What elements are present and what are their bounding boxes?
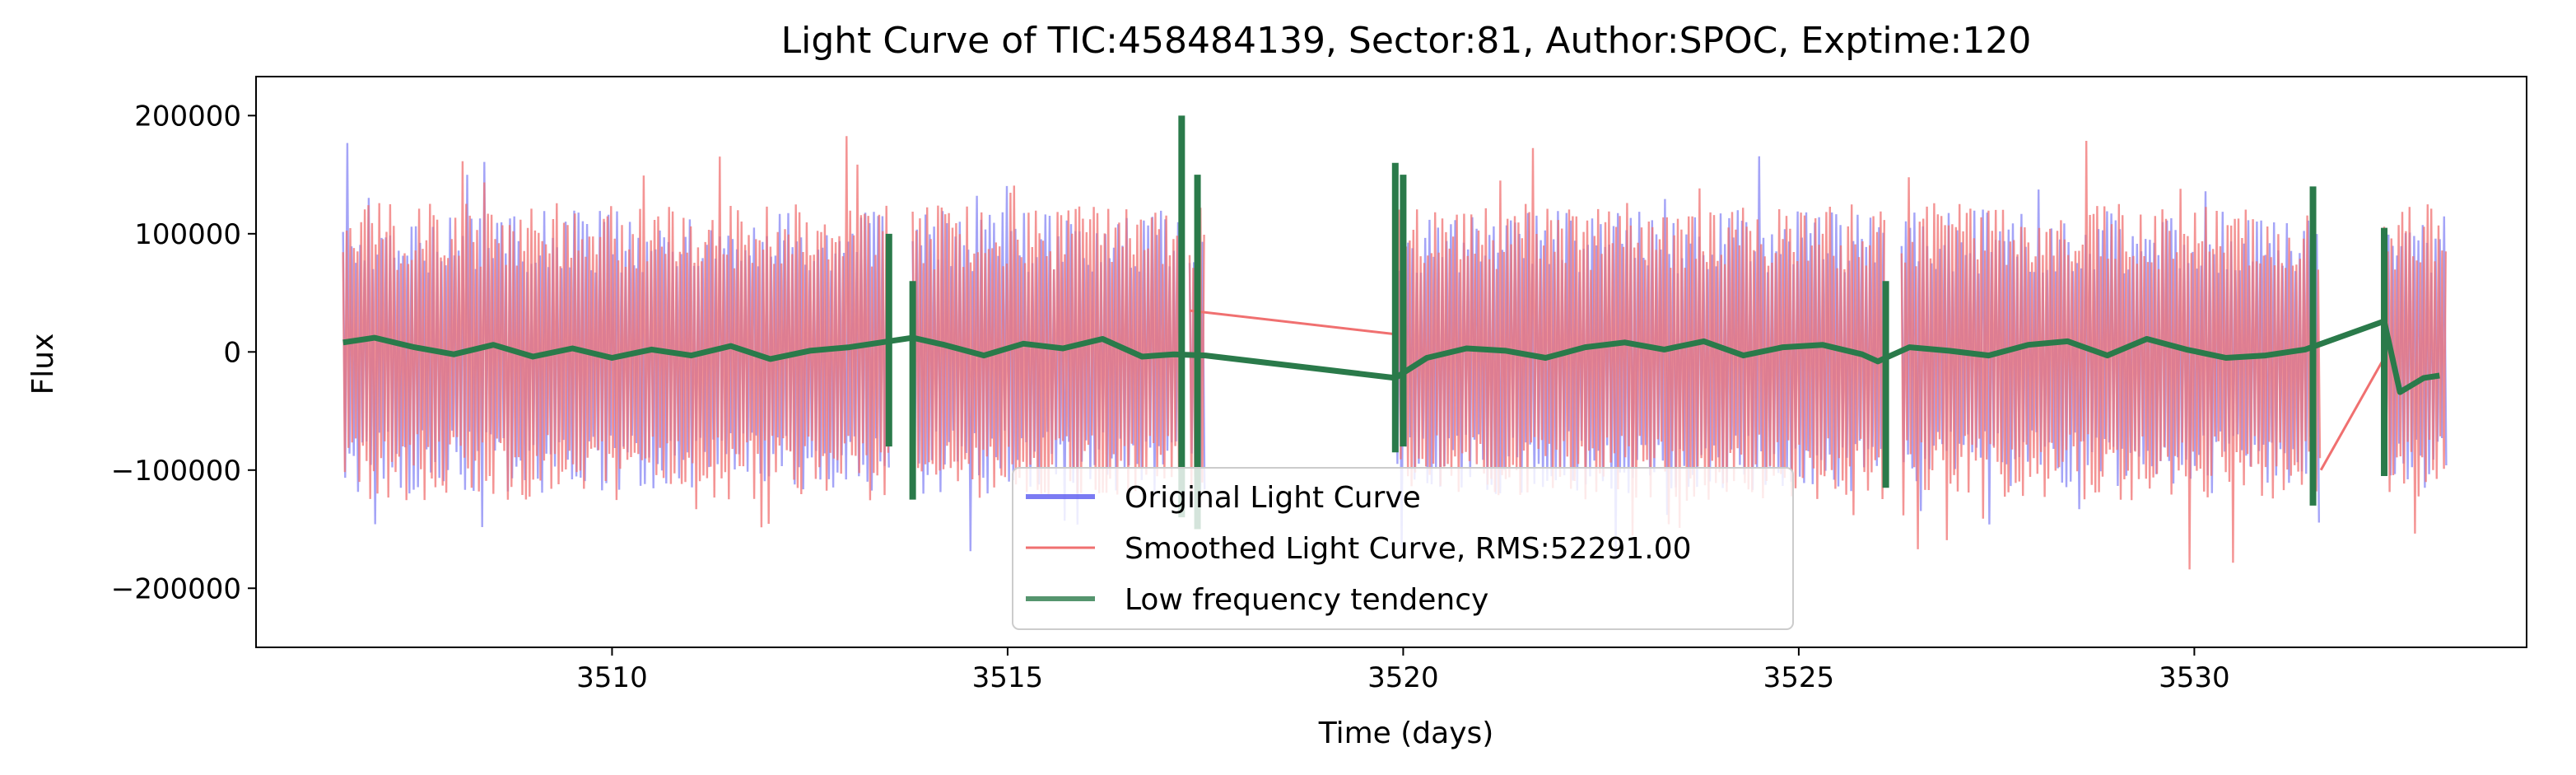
x-tick-label: 3525 (1763, 661, 1835, 694)
x-tick-label: 3515 (972, 661, 1044, 694)
smoothed-curve-segment (342, 136, 890, 528)
y-tick-label: −100000 (111, 455, 241, 488)
legend-box (1012, 467, 1794, 630)
x-tick-label: 3520 (1367, 661, 1439, 694)
y-tick-label: 200000 (134, 100, 241, 133)
smoothed-curve-segment (911, 185, 1182, 498)
x-axis-label: Time (days) (1318, 717, 1494, 750)
y-tick-label: 100000 (134, 218, 241, 251)
x-axis: 3510 3515 3520 3525 3530 (576, 647, 2230, 694)
legend-label-trend: Low frequency tendency (1125, 583, 1488, 617)
legend-label-original: Original Light Curve (1125, 481, 1421, 515)
plot-area (342, 115, 2448, 570)
x-tick-label: 3510 (576, 661, 648, 694)
smoothed-curve-segment (1900, 140, 2322, 570)
y-axis-label: Flux (26, 334, 60, 395)
plot-frame (255, 76, 2527, 648)
chart-title: Light Curve of TIC:458484139, Sector:81,… (781, 20, 2032, 62)
smoothed-curve-segment (1394, 147, 1885, 536)
y-tick-label: −200000 (111, 572, 241, 605)
y-axis: −200000 −100000 0 100000 200000 (111, 100, 256, 605)
smoothed-curve-segment (2383, 204, 2447, 534)
y-tick-label: 0 (223, 336, 241, 369)
legend-label-smoothed: Smoothed Light Curve, RMS:52291.00 (1125, 532, 1692, 566)
smoothed-gap-line (2319, 357, 2386, 471)
x-tick-label: 3530 (2159, 661, 2230, 694)
series-smoothed-light-curve (342, 136, 2447, 570)
trend-line (342, 318, 2440, 395)
legend: Original Light Curve Smoothed Light Curv… (1012, 467, 1794, 630)
smoothed-gap-line (1189, 309, 1395, 336)
series-low-frequency-tendency (342, 115, 2440, 530)
